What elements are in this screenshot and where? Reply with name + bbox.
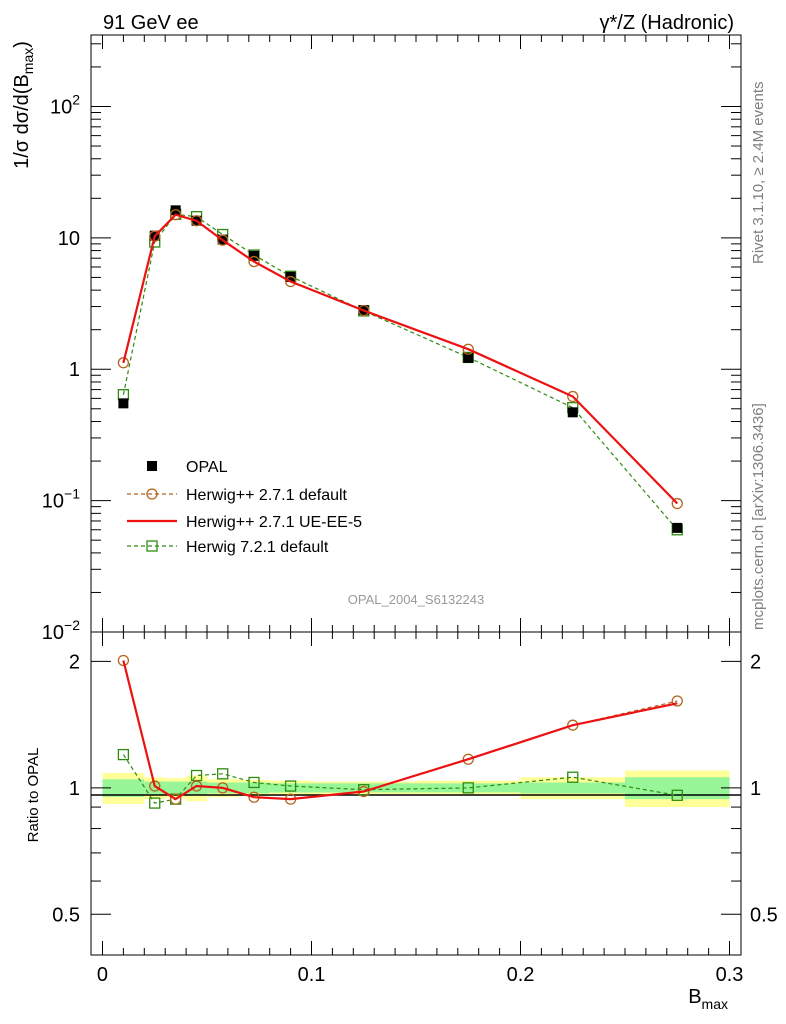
series-line-h721_default xyxy=(122,213,678,531)
series-line-h271_ueee5 xyxy=(122,660,678,801)
y-tick-label: 10−2 xyxy=(42,617,80,644)
ratio-band-inner xyxy=(520,782,626,794)
rivet-label: Rivet 3.1.10, ≥ 2.4M events xyxy=(750,82,767,265)
data-point xyxy=(117,389,130,401)
y-tick-label: 10 xyxy=(58,228,80,250)
legend-entry-h271_default: Herwig++ 2.7.1 default xyxy=(127,487,348,504)
series-h271_ueee5 xyxy=(122,660,678,801)
ratio-band-inner xyxy=(269,783,312,793)
svg-text:1/σ dσ/d(Bmax): 1/σ dσ/d(Bmax) xyxy=(11,41,36,169)
data-point xyxy=(118,398,129,409)
legend-label: Herwig++ 2.7.1 default xyxy=(186,487,348,504)
data-point xyxy=(117,748,130,761)
legend: OPAL Herwig++ 2.7.1 default Herwig++ 2.7.1… xyxy=(127,459,362,556)
legend-entry-data: OPAL xyxy=(147,459,228,476)
data-point xyxy=(217,768,229,780)
legend-label: Herwig++ 2.7.1 UE-EE-5 xyxy=(186,514,362,531)
main-ticks: 10−2 10−1 1 10 102 xyxy=(42,35,741,644)
series-h721_default xyxy=(117,208,683,536)
data-point xyxy=(671,789,683,801)
ratio-ticks: 0.5 0.5 1 1 2 2 0 0.1 0.2 0.3 xyxy=(52,632,778,986)
x-tick-label: 0.1 xyxy=(298,964,326,986)
header-left: 91 GeV ee xyxy=(103,12,199,34)
x-label-sub: max xyxy=(702,996,728,1012)
main-watermark: OPAL_2004_S6132243 xyxy=(348,592,484,607)
x-tick-label: 0.2 xyxy=(507,964,535,986)
data-point xyxy=(146,540,158,552)
data-point xyxy=(146,488,158,500)
x-tick-label: 0.3 xyxy=(716,964,744,986)
y-tick-label: 1 xyxy=(69,359,80,381)
mcplots-label: mcplots.cern.ch [arXiv:1306.3436] xyxy=(750,403,767,630)
ratio-y-tick-label: 1 xyxy=(69,778,80,800)
series-line-h271_ueee5 xyxy=(122,213,679,505)
main-y-label-text: 1/σ dσ/d(B xyxy=(11,74,33,169)
main-y-axis-label: 1/σ dσ/d(Bmax) xyxy=(11,41,36,169)
main-y-label-close: ) xyxy=(11,41,33,48)
y-tick-label: 102 xyxy=(50,91,80,118)
data-point xyxy=(672,522,683,533)
data-point xyxy=(284,780,297,792)
ratio-frame xyxy=(90,631,742,956)
x-axis-label: Bmax xyxy=(688,986,728,1012)
data-point xyxy=(462,753,474,765)
main-panel: 10−2 10−1 1 10 102 OPAL_2004_S6132243 xyxy=(42,34,742,644)
legend-label: OPAL xyxy=(186,459,228,476)
data-point xyxy=(358,304,370,317)
data-point xyxy=(149,797,161,809)
series-data xyxy=(118,205,683,533)
data-point xyxy=(117,357,130,369)
data-point xyxy=(147,461,157,471)
ratio-y-tick-label-right: 2 xyxy=(750,651,761,673)
legend-label: Herwig 7.2.1 default xyxy=(186,539,329,556)
ratio-panel: 0.5 0.5 1 1 2 2 0 0.1 0.2 0.3 xyxy=(52,631,778,986)
data-point xyxy=(149,780,161,792)
main-series xyxy=(117,205,683,536)
ratio-series xyxy=(117,654,683,809)
series-h271_ueee5 xyxy=(122,213,679,505)
data-point xyxy=(671,497,683,510)
data-point xyxy=(462,343,474,355)
ratio-band-inner xyxy=(102,779,145,797)
data-point xyxy=(117,654,130,667)
data-point xyxy=(567,407,578,418)
data-point xyxy=(149,230,161,242)
data-point xyxy=(248,255,260,268)
legend-entry-h721_default: Herwig 7.2.1 default xyxy=(127,539,329,556)
data-point xyxy=(249,250,260,261)
ratio-band-inner xyxy=(416,783,521,793)
data-point xyxy=(169,793,182,805)
data-point xyxy=(248,776,260,789)
data-point xyxy=(217,234,229,246)
ratio-y-tick-label: 2 xyxy=(69,651,80,673)
data-point xyxy=(284,275,297,288)
ratio-band-inner xyxy=(311,783,416,793)
data-point xyxy=(169,209,182,221)
ratio-y-tick-label-right: 1 xyxy=(750,778,761,800)
x-tick-label: 0 xyxy=(97,964,108,986)
legend-entry-h271_ueee5: Herwig++ 2.7.1 UE-EE-5 xyxy=(127,514,362,531)
data-point xyxy=(190,215,203,227)
data-point xyxy=(462,782,474,794)
main-y-label-sub: max xyxy=(20,48,36,74)
data-point xyxy=(567,390,579,403)
ratio-band-inner xyxy=(625,777,730,800)
y-tick-label: 10−1 xyxy=(42,486,80,513)
data-point xyxy=(567,771,579,783)
header-right: γ*/Z (Hadronic) xyxy=(600,12,734,34)
data-point xyxy=(671,695,683,707)
ratio-y-axis-label: Ratio to OPAL xyxy=(25,748,42,843)
series-line-h721_default xyxy=(122,754,678,804)
ratio-band-inner xyxy=(165,781,187,795)
ratio-y-tick-label: 0.5 xyxy=(52,904,80,926)
ratio-y-tick-label-right: 0.5 xyxy=(750,904,778,926)
x-label-text: B xyxy=(688,986,701,1008)
data-point xyxy=(463,352,474,363)
